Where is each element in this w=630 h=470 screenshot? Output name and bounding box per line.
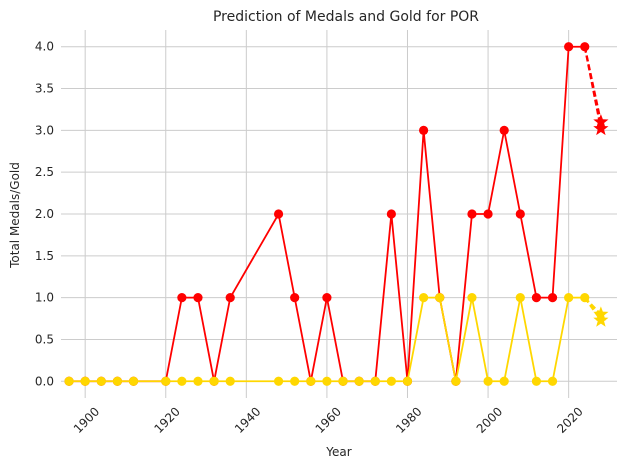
data-point: [64, 376, 74, 386]
y-tick-label: 0.0: [35, 374, 54, 388]
data-point: [193, 376, 203, 386]
data-point: [547, 293, 558, 303]
data-point: [209, 376, 219, 386]
x-tick-label: 2020: [554, 404, 585, 435]
data-point: [161, 376, 171, 386]
prediction-star-marker: [593, 120, 609, 136]
y-tick-label: 3.0: [35, 123, 54, 137]
y-tick-label: 1.0: [35, 291, 54, 305]
y-tick-label: 4.0: [35, 40, 54, 54]
prediction-star-marker: [593, 312, 609, 327]
y-tick-label: 0.5: [35, 332, 54, 346]
x-tick-label: 1960: [313, 404, 344, 435]
y-axis-label: Total Medals/Gold: [8, 162, 22, 269]
data-point: [290, 376, 300, 386]
data-point: [419, 125, 429, 135]
x-axis-label: Year: [325, 445, 351, 459]
data-point: [451, 376, 461, 386]
y-tick-label: 2.0: [35, 207, 54, 221]
chart-title: Prediction of Medals and Gold for POR: [213, 9, 479, 25]
y-tick-label: 2.5: [35, 165, 54, 179]
x-tick-label: 1920: [151, 404, 182, 435]
data-point: [225, 293, 235, 303]
data-point: [531, 293, 542, 303]
data-point: [354, 376, 364, 386]
data-point: [322, 376, 332, 386]
data-point: [515, 209, 525, 219]
data-point: [515, 293, 525, 303]
x-tick-label: 2000: [474, 404, 505, 435]
data-point: [322, 293, 332, 303]
data-point: [80, 376, 90, 386]
data-point: [419, 293, 429, 303]
data-point: [499, 125, 509, 135]
data-point: [177, 293, 187, 303]
data-point: [177, 376, 187, 386]
data-point: [564, 293, 574, 303]
data-point: [467, 209, 477, 219]
data-point: [467, 293, 477, 303]
data-point: [386, 376, 396, 386]
data-point: [435, 293, 445, 303]
data-point: [531, 376, 542, 386]
data-point: [225, 376, 235, 386]
x-tick-label: 1940: [232, 404, 263, 435]
data-point: [386, 209, 396, 219]
data-point: [273, 209, 284, 219]
data-point: [193, 293, 203, 303]
data-point: [483, 376, 493, 386]
plot-area: 1900 1920 1940 1960 1980 2000 2020 0.0 0.5 1.0 1.5…: [35, 30, 617, 436]
prediction-line: [583, 46, 602, 129]
y-tick-label: 1.5: [35, 249, 54, 263]
data-point: [402, 376, 413, 386]
x-tick-label: 1980: [393, 404, 424, 435]
data-point: [273, 376, 284, 386]
series-line: [69, 296, 585, 383]
data-point: [547, 376, 558, 386]
data-point: [128, 376, 139, 386]
data-point: [483, 209, 493, 219]
data-point: [499, 376, 509, 386]
x-tick-label: 1900: [71, 404, 102, 435]
data-point: [96, 376, 106, 386]
data-point: [112, 376, 123, 386]
y-tick-label: 3.5: [35, 82, 54, 96]
data-point: [306, 376, 316, 386]
data-point: [338, 376, 348, 386]
data-point: [370, 376, 380, 386]
data-point: [290, 293, 300, 303]
data-point: [564, 42, 574, 52]
